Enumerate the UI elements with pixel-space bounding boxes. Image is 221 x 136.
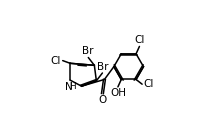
Text: Cl: Cl xyxy=(134,35,145,45)
Text: Cl: Cl xyxy=(143,79,154,89)
Text: H: H xyxy=(69,82,76,91)
Text: Br: Br xyxy=(97,62,109,72)
Text: O: O xyxy=(99,95,107,105)
Text: Cl: Cl xyxy=(51,56,61,66)
Text: OH: OH xyxy=(110,89,126,98)
Text: Br: Br xyxy=(82,46,93,56)
Text: N: N xyxy=(65,82,73,92)
